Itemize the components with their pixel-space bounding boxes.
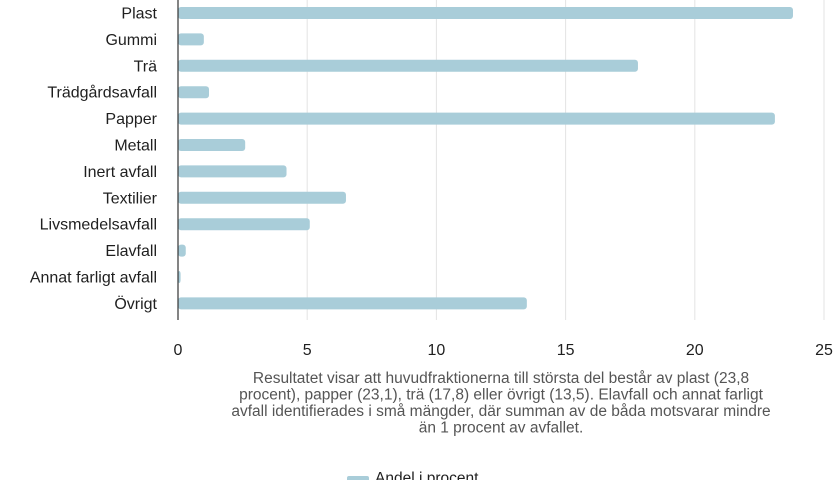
category-labels: Plast Gummi Trä Trädgårdsavfall Papper Metall… [30,6,158,313]
legend-label: Andel i procent [375,470,479,480]
x-tick-label: 10 [428,342,446,359]
category-label: Övrigt [114,295,157,313]
bar-10[interactable] [178,271,181,283]
bar-9[interactable] [178,244,186,257]
legend-swatch [347,476,369,480]
category-label: Annat farligt avfall [30,270,157,287]
bar-4[interactable] [178,112,775,125]
category-label: Elavfall [105,243,157,260]
caption-line: än 1 procent av avfallet. [419,420,584,437]
bar-8[interactable] [178,218,310,231]
category-label: Trädgårdsavfall [47,84,157,102]
bar-11[interactable] [178,297,527,310]
category-label: Textilier [103,190,158,207]
caption-line: Resultatet visar att huvudfraktionerna t… [253,370,749,387]
x-tick-label: 5 [303,342,312,359]
bar-2[interactable] [178,59,638,72]
category-label: Papper [105,111,157,128]
bar-1[interactable] [178,33,204,46]
category-label: Trä [134,58,158,75]
x-tick-label: 25 [815,342,833,359]
x-axis-tick-labels: 0 5 10 15 20 25 [174,342,833,359]
gridlines [306,0,825,320]
x-tick-label: 15 [557,342,575,359]
bars [178,7,793,310]
chart-caption: Resultatet visar att huvudfraktionerna t… [231,370,770,437]
x-tick-label: 20 [686,342,704,359]
bar-5[interactable] [178,139,246,151]
category-label: Livsmedelsavfall [40,217,157,234]
bar-3[interactable] [178,86,210,99]
caption-line: procent), papper (23,1), trä (17,8) elle… [239,387,764,404]
category-label: Gummi [105,32,157,49]
category-label: Inert avfall [83,164,157,181]
category-label: Metall [114,138,157,155]
x-tick-label: 0 [174,342,183,359]
bar-7[interactable] [178,191,346,204]
bar-0[interactable] [178,7,793,19]
caption-line: avfall identifierades i små mängder, där… [231,403,770,420]
category-label: Plast [121,6,157,23]
bar-6[interactable] [178,165,287,178]
legend[interactable]: Andel i procent [347,470,479,480]
